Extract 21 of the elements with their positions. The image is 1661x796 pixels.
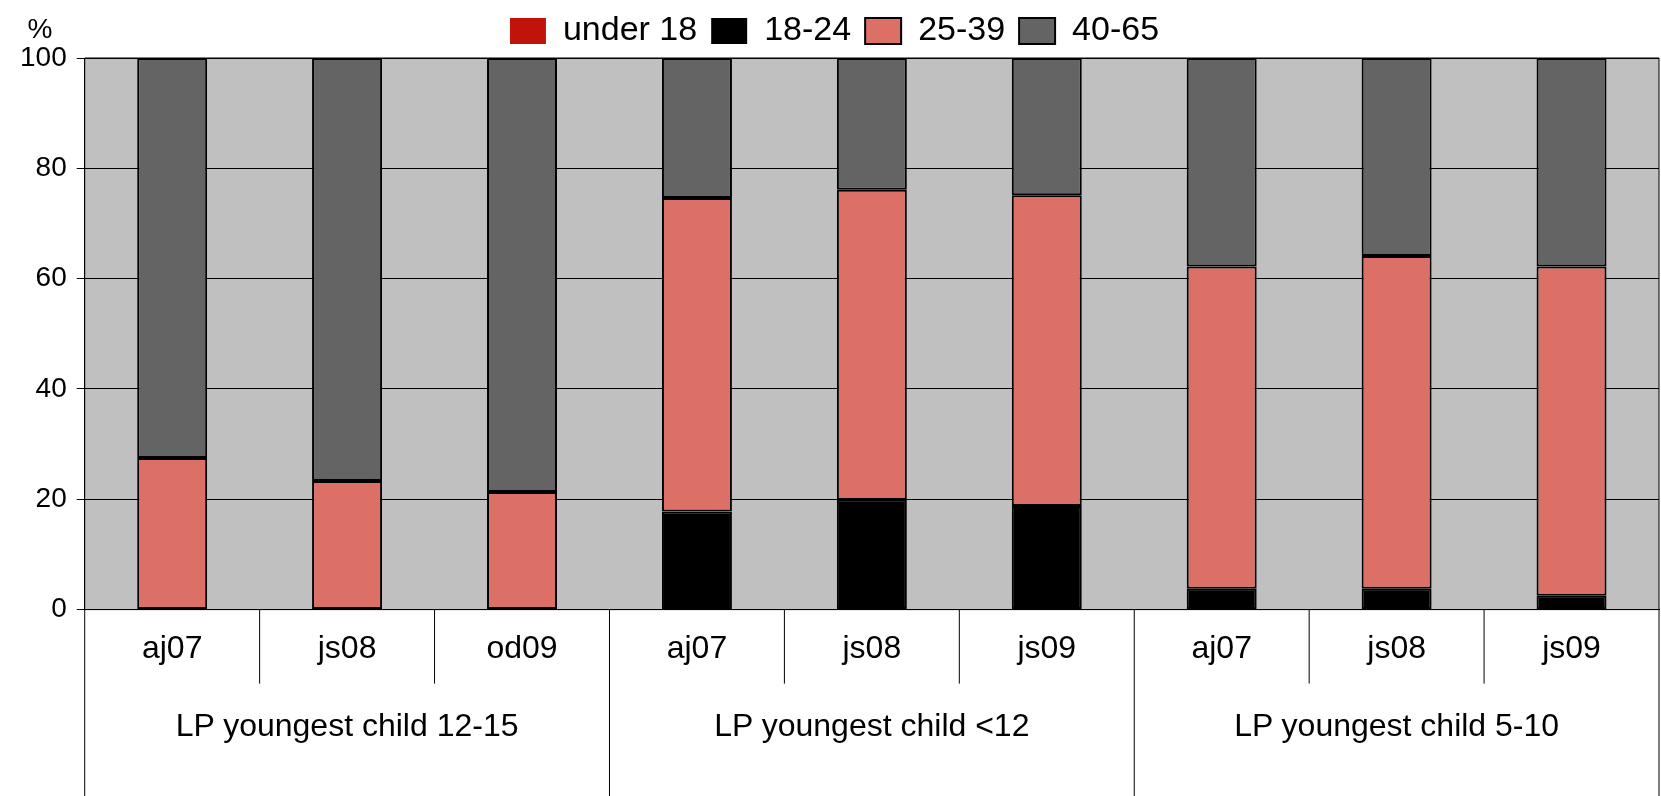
x-tick-label: js09: [1016, 628, 1077, 665]
text: LP youngest child 5-10: [1234, 707, 1560, 744]
legend-label: under 18: [562, 9, 698, 48]
y-tick-label: 40: [35, 371, 67, 403]
x-tick-label: aj07: [666, 628, 728, 665]
x-tick-label: od09: [486, 628, 558, 665]
legend-label: 40-65: [1072, 9, 1160, 48]
x-tick-label: js08: [1366, 628, 1426, 665]
x-tick-label: js09: [1541, 628, 1601, 665]
text: LP youngest child <12: [714, 707, 1030, 744]
x-tick-label: aj07: [141, 628, 203, 665]
x-tick-label: js08: [841, 628, 902, 665]
y-tick-label: 20: [35, 482, 67, 513]
legend-label: 18-24: [764, 9, 852, 48]
x-tick-label: aj07: [1191, 628, 1252, 665]
x-tick-label: js08: [316, 628, 377, 665]
y-tick-label: 60: [35, 261, 67, 293]
y-tick-label: 0: [51, 592, 67, 624]
text: LP youngest child 12-15: [175, 707, 519, 744]
y-tick-label: 80: [35, 151, 67, 183]
legend-label: 25-39: [918, 9, 1006, 48]
